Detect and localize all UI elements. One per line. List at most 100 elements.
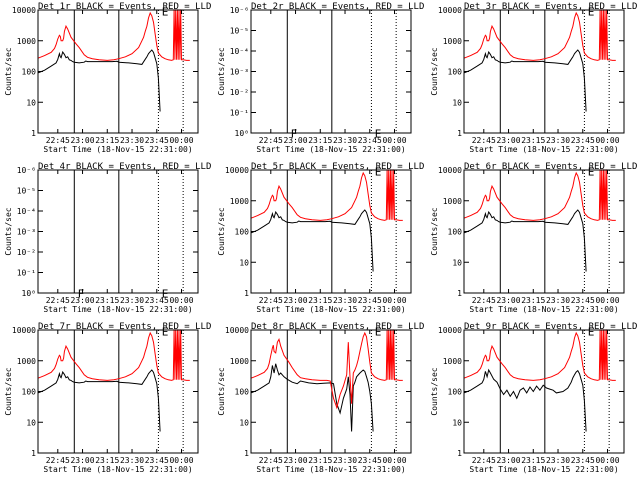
y-tick-label: 10000 (12, 6, 36, 15)
y-tick-label: 1000 (17, 357, 36, 366)
x-tick-label: 23:45 (571, 456, 595, 465)
marker-e: E (162, 325, 169, 338)
x-tick-label: 23:30 (333, 296, 357, 305)
y-axis-label: Counts/sec (430, 47, 439, 95)
x-tick-label: 23:45 (358, 136, 382, 145)
series-events-line (37, 49, 161, 112)
y-tick-label: 10⁻⁴ (230, 47, 249, 56)
marker-f: F (78, 288, 85, 301)
x-tick-label: 22:45 (46, 296, 70, 305)
panel-2: Det 2r BLACK = Events, RED = LLD F E 10⁰ 10⁻… (217, 2, 424, 154)
x-tick-label: 23:45 (145, 456, 169, 465)
y-tick-label: 1000 (230, 357, 249, 366)
y-tick-label: 1 (457, 289, 462, 298)
x-tick-label: 00:00 (382, 456, 406, 465)
x-tick-label: 00:00 (169, 456, 193, 465)
y-tick-label: 10⁰ (22, 289, 36, 298)
series-events-line (463, 209, 587, 272)
panel-title: Det 8r BLACK = Events, RED = LLD (251, 322, 424, 332)
y-tick-label: 100 (235, 228, 250, 237)
x-tick-label: 23:30 (333, 456, 357, 465)
series-lld-line (250, 169, 403, 221)
y-tick-label: 1000 (17, 37, 36, 46)
y-tick-label: 1 (244, 289, 249, 298)
y-axis-label: Counts/sec (4, 207, 13, 255)
x-tick-label: 22:45 (472, 296, 496, 305)
x-tick-label: 23:00 (496, 296, 520, 305)
marker-e: E (375, 165, 382, 178)
y-tick-label: 10 (239, 258, 249, 267)
series-events-line (250, 209, 374, 272)
x-tick-label: 23:15 (308, 456, 332, 465)
series-lld-line (463, 329, 616, 381)
panel-title: Det 2r BLACK = Events, RED = LLD (251, 2, 424, 12)
y-tick-label: 10000 (12, 326, 36, 335)
x-tick-label: 23:15 (308, 296, 332, 305)
series-lld-line (37, 329, 190, 381)
x-axis-label: Start Time (18-Nov-15 22:31:00) (43, 145, 192, 154)
x-axis-label: Start Time (18-Nov-15 22:31:00) (469, 465, 618, 474)
panel-title: Det 4r BLACK = Events, RED = LLD (38, 162, 211, 172)
y-tick-label: 1 (31, 129, 36, 138)
y-tick-label: 10 (26, 98, 36, 107)
series-lld-line (463, 9, 616, 61)
marker-e: E (375, 128, 382, 141)
series-lld-line (37, 9, 190, 61)
y-tick-label: 10⁻⁵ (17, 187, 36, 196)
y-axis-label: Counts/sec (217, 47, 226, 95)
y-tick-label: 1 (31, 449, 36, 458)
series-events-line (37, 369, 161, 432)
marker-e: E (162, 5, 169, 18)
y-tick-label: 10⁻⁴ (17, 207, 36, 216)
x-tick-label: 23:15 (95, 136, 119, 145)
marker-e: E (375, 325, 382, 338)
y-axis-label: Counts/sec (4, 47, 13, 95)
y-tick-label: 100 (22, 68, 37, 77)
series-lld-line (463, 169, 616, 221)
x-tick-label: 23:00 (70, 296, 94, 305)
x-axis-label: Start Time (18-Nov-15 22:31:00) (256, 145, 405, 154)
series-events-line (463, 368, 587, 432)
x-axis-label: Start Time (18-Nov-15 22:31:00) (43, 305, 192, 314)
y-tick-label: 100 (22, 388, 37, 397)
marker-e: E (588, 5, 595, 18)
y-tick-label: 1000 (443, 357, 462, 366)
x-tick-label: 23:45 (358, 296, 382, 305)
panel-title: Det 7r BLACK = Events, RED = LLD (38, 322, 211, 332)
y-tick-label: 10000 (225, 326, 249, 335)
x-axis-label: Start Time (18-Nov-15 22:31:00) (469, 145, 618, 154)
x-tick-label: 23:30 (120, 456, 144, 465)
x-axis-label: Start Time (18-Nov-15 22:31:00) (256, 305, 405, 314)
x-tick-label: 00:00 (595, 296, 619, 305)
y-tick-label: 10 (452, 418, 462, 427)
marker-e: E (162, 288, 169, 301)
x-axis-label: Start Time (18-Nov-15 22:31:00) (256, 465, 405, 474)
y-tick-label: 100 (448, 68, 463, 77)
x-axis-label: Start Time (18-Nov-15 22:31:00) (43, 465, 192, 474)
x-tick-label: 23:15 (95, 456, 119, 465)
y-tick-label: 10⁻³ (230, 68, 249, 77)
x-tick-label: 23:15 (521, 296, 545, 305)
y-tick-label: 10000 (438, 6, 462, 15)
x-tick-label: 23:00 (283, 456, 307, 465)
y-tick-label: 10⁻⁶ (230, 6, 249, 15)
y-tick-label: 100 (448, 228, 463, 237)
y-tick-label: 10 (26, 418, 36, 427)
x-tick-label: 23:45 (358, 456, 382, 465)
x-tick-label: 23:00 (283, 136, 307, 145)
y-tick-label: 1000 (230, 197, 249, 206)
panel-title: Det 1r BLACK = Events, RED = LLD (38, 2, 211, 12)
x-axis-label: Start Time (18-Nov-15 22:31:00) (469, 305, 618, 314)
x-tick-label: 23:15 (521, 136, 545, 145)
y-axis-label: Counts/sec (217, 367, 226, 415)
x-tick-label: 23:45 (571, 136, 595, 145)
x-tick-label: 23:30 (333, 136, 357, 145)
y-axis-label: Counts/sec (217, 207, 226, 255)
x-tick-label: 00:00 (169, 296, 193, 305)
y-axis-label: Counts/sec (4, 367, 13, 415)
